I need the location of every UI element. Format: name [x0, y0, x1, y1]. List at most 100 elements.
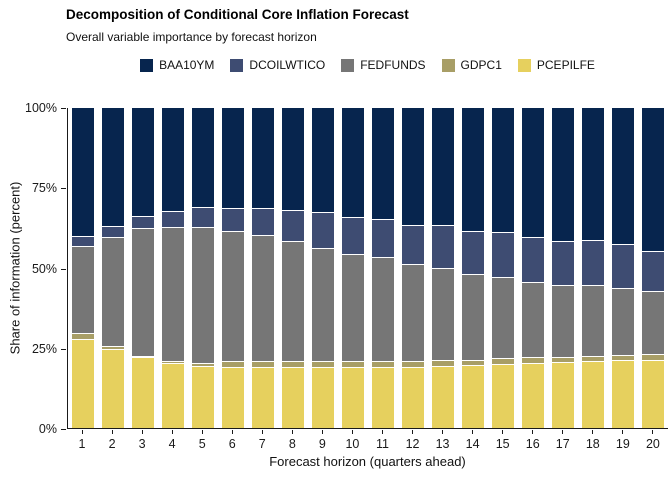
segment-fedfunds: [222, 232, 244, 363]
x-tick: [261, 430, 263, 434]
y-tick-label: 75%: [31, 181, 57, 196]
segment-baa10ym: [612, 108, 634, 245]
y-tick: [61, 429, 66, 430]
bar-h18: [582, 108, 604, 428]
x-slot-h6: 6: [221, 430, 243, 451]
segment-fedfunds: [522, 283, 544, 359]
x-tick: [412, 430, 414, 434]
x-tick-label: 13: [435, 437, 450, 451]
segment-baa10ym: [162, 108, 184, 213]
segment-pcepilfe: [372, 368, 394, 428]
segment-dcoilwtico: [222, 209, 244, 233]
x-tick-label: 8: [288, 437, 296, 451]
x-axis-title: Forecast horizon (quarters ahead): [269, 454, 466, 469]
segment-dcoilwtico: [372, 220, 394, 259]
x-slot-h1: 1: [71, 430, 93, 451]
segment-dcoilwtico: [162, 212, 184, 229]
bar-h19: [612, 108, 634, 428]
x-tick-label: 3: [138, 437, 146, 451]
segment-fedfunds: [192, 227, 214, 365]
x-tick-label: 9: [318, 437, 326, 451]
bar-h10: [342, 108, 364, 428]
segment-pcepilfe: [282, 367, 304, 428]
x-slot-h2: 2: [101, 430, 123, 451]
bar-h5: [192, 108, 214, 428]
x-tick: [81, 430, 83, 434]
x-tick: [171, 430, 173, 434]
legend-swatch-dcoilwtico: [230, 58, 244, 72]
segment-gdpc1: [552, 357, 574, 364]
segment-fedfunds: [132, 229, 154, 357]
x-slot-h5: 5: [191, 430, 213, 451]
segment-fedfunds: [402, 265, 424, 363]
x-tick-label: 2: [108, 437, 116, 451]
segment-pcepilfe: [612, 361, 634, 428]
segment-baa10ym: [102, 108, 124, 227]
x-tick-label: 19: [615, 437, 630, 451]
segment-gdpc1: [342, 361, 364, 368]
segment-baa10ym: [72, 108, 94, 237]
segment-gdpc1: [402, 362, 424, 368]
legend-item-gdpc1: GDPC1: [441, 58, 502, 72]
x-tick: [321, 430, 323, 434]
plot-panel: [67, 108, 668, 429]
segment-fedfunds: [342, 254, 364, 362]
legend-swatch-gdpc1: [441, 58, 455, 72]
bar-h4: [162, 108, 184, 428]
segment-fedfunds: [162, 228, 184, 363]
x-axis-ticks: 1 2 3 4 5 6 7 8 9 10 11 12 13 14 15 16 17 18 19 20: [67, 430, 668, 451]
x-tick-label: 1: [78, 437, 86, 451]
bar-h13: [432, 108, 454, 428]
segment-fedfunds: [72, 246, 94, 335]
legend-label: GDPC1: [460, 58, 502, 72]
bar-h16: [522, 108, 544, 428]
x-slot-h7: 7: [251, 430, 273, 451]
x-slot-h17: 17: [552, 430, 574, 451]
segment-gdpc1: [372, 362, 394, 369]
legend-label: PCEPILFE: [536, 58, 595, 72]
x-slot-h20: 20: [642, 430, 664, 451]
bar-h11: [372, 108, 394, 428]
segment-dcoilwtico: [132, 216, 154, 230]
y-tick: [61, 108, 66, 109]
segment-dcoilwtico: [102, 226, 124, 239]
segment-fedfunds: [312, 248, 334, 362]
x-slot-h4: 4: [161, 430, 183, 451]
legend-label: DCOILWTICO: [249, 58, 326, 72]
segment-pcepilfe: [462, 365, 484, 428]
legend-item-baa10ym: BAA10YM: [140, 58, 214, 72]
x-tick-label: 10: [345, 437, 360, 451]
x-tick-label: 12: [405, 437, 420, 451]
bar-h9: [312, 108, 334, 428]
x-tick-label: 15: [495, 437, 510, 451]
segment-baa10ym: [432, 108, 454, 227]
segment-fedfunds: [582, 285, 604, 357]
x-tick-label: 20: [645, 437, 660, 451]
segment-fedfunds: [552, 285, 574, 358]
segment-pcepilfe: [342, 367, 364, 428]
bar-h12: [402, 108, 424, 428]
x-tick-label: 7: [258, 437, 266, 451]
segment-baa10ym: [222, 108, 244, 210]
x-tick-label: 5: [198, 437, 206, 451]
x-tick: [652, 430, 654, 434]
bar-h3: [132, 108, 154, 428]
segment-gdpc1: [642, 355, 664, 362]
x-slot-h19: 19: [612, 430, 634, 451]
segment-gdpc1: [462, 361, 484, 366]
segment-pcepilfe: [222, 367, 244, 428]
x-tick-label: 6: [228, 437, 236, 451]
y-tick-label: 50%: [31, 261, 57, 276]
segment-pcepilfe: [642, 361, 664, 428]
bars-container: [68, 108, 668, 428]
segment-pcepilfe: [102, 350, 124, 428]
legend-item-pcepilfe: PCEPILFE: [517, 58, 595, 72]
segment-gdpc1: [582, 356, 604, 362]
segment-fedfunds: [492, 277, 514, 360]
y-tick-label: 100%: [25, 101, 57, 115]
segment-fedfunds: [372, 258, 394, 363]
segment-fedfunds: [282, 241, 304, 362]
x-slot-h8: 8: [281, 430, 303, 451]
segment-gdpc1: [72, 334, 94, 340]
legend-item-fedfunds: FEDFUNDS: [341, 58, 426, 72]
